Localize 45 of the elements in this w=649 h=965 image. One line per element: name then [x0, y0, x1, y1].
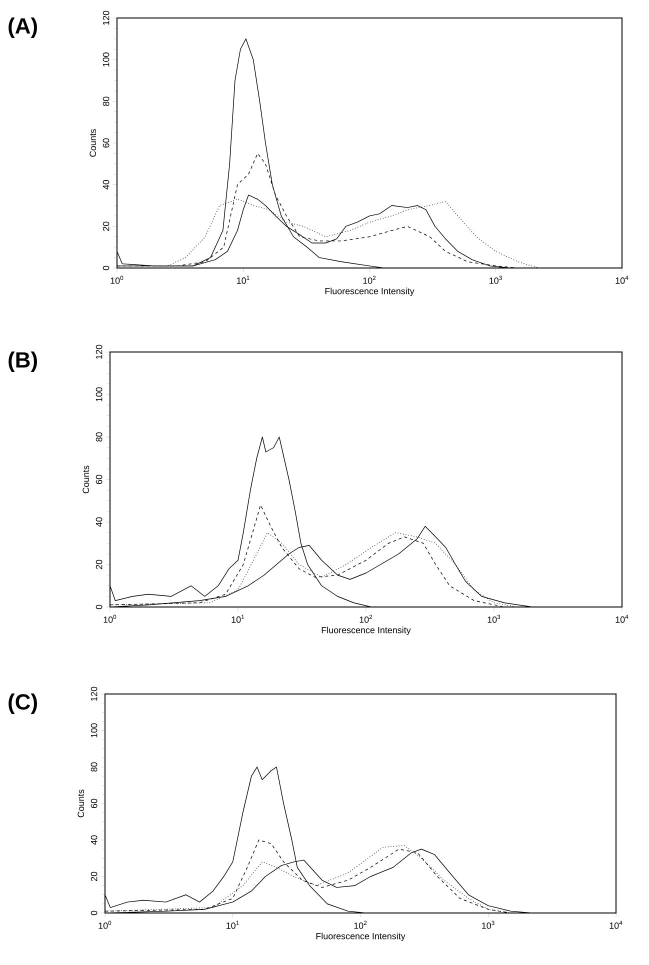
x-tick-label: 10$^{0}$ [98, 920, 112, 929]
x-tick-label: 10$^{3}$ [488, 614, 500, 623]
x-axis-title: Fluorescence Intensity [316, 932, 406, 942]
x-tick-label: 10$^{3}$ [482, 920, 494, 929]
x-axis-title: Fluorescence Intensity [322, 626, 411, 636]
x-tick-label: 10$^{4}$ [616, 614, 628, 623]
y-tick-label: 60 [102, 138, 110, 148]
y-axis-title: Counts [82, 466, 90, 494]
x-tick-label: 10$^{1}$ [226, 920, 239, 929]
y-tick-label: 120 [90, 686, 98, 701]
x-tick-label: 10$^{2}$ [354, 920, 367, 929]
y-tick-label: 120 [96, 344, 102, 359]
y-tick-label: 0 [90, 910, 98, 916]
y-tick-label: 100 [96, 387, 102, 402]
y-tick-label: 20 [90, 872, 98, 882]
y-tick-label: 100 [90, 723, 98, 738]
y-tick-label: 20 [102, 222, 110, 231]
x-tick-label: 10$^{1}$ [237, 276, 250, 284]
y-tick-label: 120 [102, 10, 110, 25]
y-tick-label: 60 [90, 798, 98, 808]
y-tick-label: 40 [90, 835, 98, 845]
x-tick-label: 10$^{0}$ [104, 614, 116, 623]
y-tick-label: 80 [102, 96, 110, 106]
x-tick-label: 10$^{2}$ [360, 614, 372, 623]
y-tick-label: 20 [96, 560, 102, 570]
x-tick-label: 10$^{4}$ [616, 276, 628, 284]
x-axis-title: Fluorescence Intensity [325, 288, 414, 296]
y-tick-label: 80 [96, 432, 102, 442]
x-tick-label: 10$^{0}$ [110, 276, 124, 284]
y-tick-label: 40 [102, 180, 110, 190]
chart-title: (B) [8, 352, 37, 372]
chart-title: (A) [8, 18, 37, 38]
y-tick-label: 0 [96, 604, 102, 610]
y-tick-label: 80 [90, 762, 98, 772]
chart-title: (C) [8, 694, 37, 714]
y-tick-label: 40 [96, 517, 102, 527]
x-tick-label: 10$^{2}$ [363, 276, 376, 284]
x-tick-label: 10$^{4}$ [610, 920, 622, 929]
y-axis-title: Counts [78, 790, 84, 818]
y-tick-label: 60 [96, 474, 102, 484]
x-tick-label: 10$^{3}$ [490, 276, 502, 284]
y-tick-label: 0 [102, 266, 110, 270]
y-axis-title: Counts [90, 129, 96, 157]
y-tick-label: 100 [102, 52, 110, 66]
x-tick-label: 10$^{1}$ [232, 614, 244, 623]
